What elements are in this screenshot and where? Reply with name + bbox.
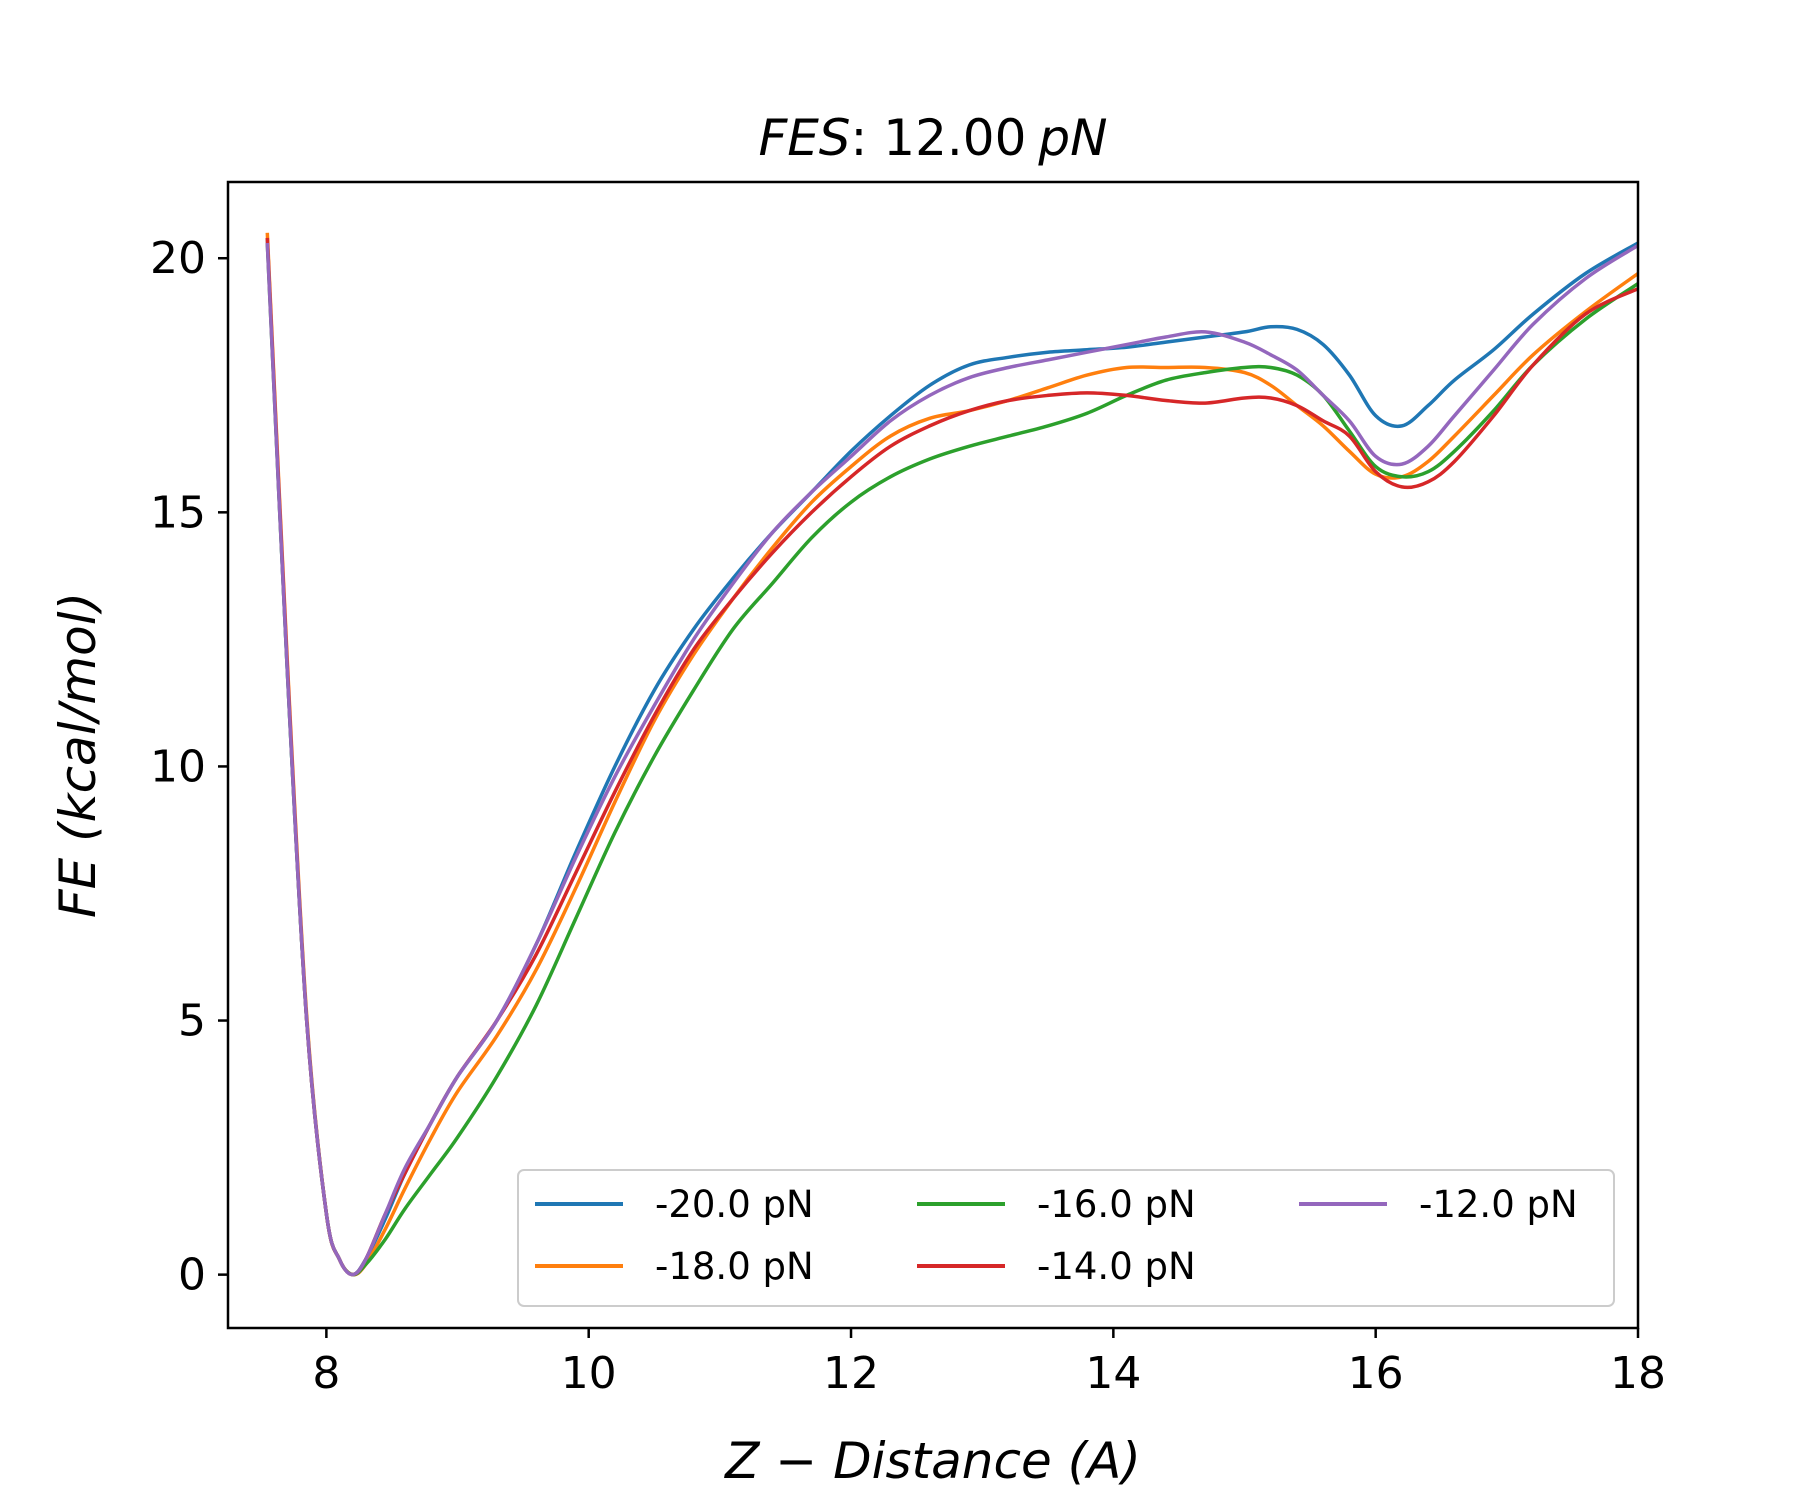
legend-label-2: -16.0 pN [1037, 1183, 1196, 1226]
legend-label-3: -14.0 pN [1037, 1245, 1196, 1288]
series-line-3 [265, 237, 1638, 1277]
x-tick-label: 8 [312, 1348, 340, 1399]
legend: -20.0 pN -18.0 pN -16.0 pN -14.0 pN -12.0 pN [517, 1169, 1615, 1307]
x-tick-label: 12 [823, 1348, 879, 1399]
x-tick-label: 18 [1610, 1348, 1666, 1399]
y-axis-label: FE (kcal/mol) [49, 592, 107, 918]
x-axis-label: Z − Distance (A) [723, 1432, 1141, 1490]
x-axis-ticks: 8 10 12 14 16 18 [312, 1328, 1666, 1399]
legend-label-0: -20.0 pN [655, 1183, 814, 1226]
y-tick-label: 10 [150, 741, 206, 792]
x-tick-label: 14 [1085, 1348, 1141, 1399]
x-tick-label: 10 [561, 1348, 617, 1399]
series-line-1 [265, 232, 1638, 1277]
y-tick-label: 15 [150, 487, 206, 538]
series-line-0 [265, 237, 1638, 1277]
chart-title: FES: 12.00 pN [758, 109, 1107, 167]
y-tick-label: 0 [178, 1250, 206, 1301]
legend-label-1: -18.0 pN [655, 1245, 814, 1288]
series-line-2 [265, 242, 1638, 1277]
x-tick-label: 16 [1348, 1348, 1404, 1399]
y-tick-label: 20 [150, 233, 206, 284]
series-line-4 [265, 242, 1638, 1277]
y-axis-ticks: 0 5 10 15 20 [150, 233, 228, 1301]
plot-frame [226, 180, 1640, 1330]
plot-area [226, 180, 1640, 1330]
y-tick-label: 5 [178, 996, 206, 1047]
series-lines [265, 232, 1638, 1277]
legend-label-4: -12.0 pN [1419, 1183, 1578, 1226]
